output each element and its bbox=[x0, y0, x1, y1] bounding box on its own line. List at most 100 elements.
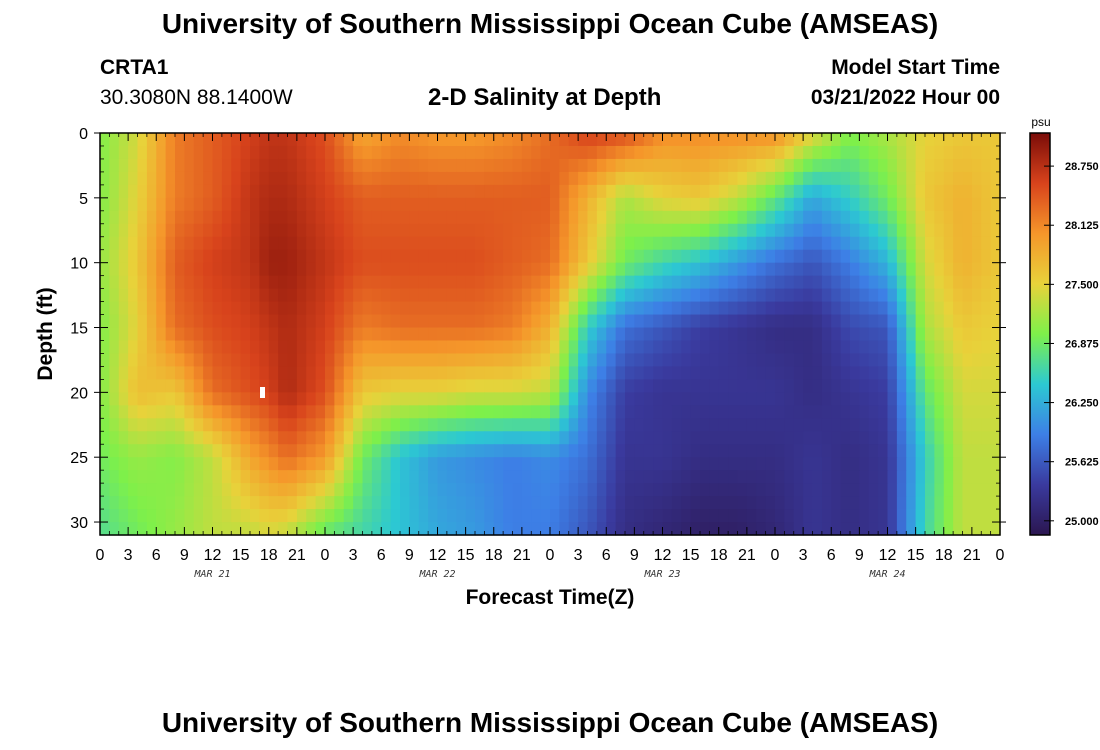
heatmap-cell bbox=[756, 522, 767, 536]
heatmap-cell bbox=[250, 457, 260, 471]
heatmap-cell bbox=[943, 249, 954, 264]
heatmap-cell bbox=[840, 496, 851, 510]
heatmap-cell bbox=[428, 340, 439, 355]
heatmap-cell bbox=[146, 158, 157, 173]
heatmap-cell bbox=[990, 522, 1001, 536]
heatmap-cell bbox=[643, 379, 654, 393]
heatmap-cell bbox=[418, 444, 429, 458]
x-tick-label: 0 bbox=[321, 547, 330, 564]
heatmap-cell bbox=[118, 327, 129, 342]
heatmap-cell bbox=[784, 392, 795, 406]
heatmap-cell bbox=[296, 327, 307, 342]
heatmap-cell bbox=[859, 301, 870, 316]
heatmap-cell bbox=[531, 327, 542, 342]
heatmap-cell bbox=[100, 288, 110, 303]
heatmap-cell bbox=[325, 288, 335, 303]
heatmap-cell bbox=[981, 288, 992, 303]
heatmap-cell bbox=[156, 327, 167, 342]
heatmap-cell bbox=[175, 262, 185, 277]
heatmap-cell bbox=[878, 275, 889, 290]
heatmap-cell bbox=[915, 145, 926, 160]
heatmap-cell bbox=[437, 353, 448, 368]
heatmap-cell bbox=[184, 314, 195, 329]
heatmap-cell bbox=[484, 158, 495, 173]
heatmap-cell bbox=[850, 392, 860, 406]
heatmap-cell bbox=[671, 249, 682, 264]
heatmap-cell bbox=[662, 210, 673, 225]
heatmap-cell bbox=[278, 262, 289, 277]
heatmap-cell bbox=[118, 522, 129, 536]
heatmap-cell bbox=[184, 158, 195, 173]
heatmap-cell bbox=[296, 133, 307, 147]
heatmap-cell bbox=[409, 366, 420, 380]
heatmap-cell bbox=[906, 288, 917, 303]
heatmap-cell bbox=[287, 184, 298, 199]
heatmap-cell bbox=[353, 275, 364, 290]
heatmap-cell bbox=[587, 379, 598, 393]
heatmap-cell bbox=[109, 133, 120, 147]
heatmap-cell bbox=[381, 431, 392, 445]
heatmap-cell bbox=[568, 470, 579, 484]
heatmap-cell bbox=[587, 210, 598, 225]
heatmap-cell bbox=[456, 288, 467, 303]
heatmap-cell bbox=[334, 379, 345, 393]
heatmap-cell bbox=[437, 366, 448, 380]
heatmap-cell bbox=[559, 509, 570, 523]
heatmap-cell bbox=[390, 301, 401, 316]
heatmap-cell bbox=[250, 327, 260, 342]
y-tick-label: 20 bbox=[70, 385, 88, 402]
x-tick-label: 0 bbox=[546, 547, 555, 564]
heatmap-cell bbox=[643, 340, 654, 355]
heatmap-cell bbox=[371, 249, 382, 264]
heatmap-cell bbox=[568, 522, 579, 536]
heatmap-cell bbox=[887, 431, 898, 445]
heatmap-cell bbox=[109, 470, 120, 484]
heatmap-cell bbox=[615, 366, 626, 380]
heatmap-cell bbox=[915, 522, 926, 536]
heatmap-cell bbox=[268, 483, 279, 497]
heatmap-cell bbox=[203, 158, 214, 173]
heatmap-cell bbox=[137, 418, 148, 432]
heatmap-cell bbox=[437, 509, 448, 523]
heatmap-cell bbox=[709, 184, 720, 199]
heatmap-cell bbox=[409, 133, 420, 147]
heatmap-cell bbox=[456, 522, 467, 536]
heatmap-cell bbox=[212, 405, 223, 419]
heatmap-cell bbox=[728, 171, 739, 186]
heatmap-cell bbox=[175, 184, 185, 199]
heatmap-cell bbox=[493, 184, 504, 199]
heatmap-cell bbox=[850, 457, 860, 471]
heatmap-cell bbox=[362, 223, 373, 238]
heatmap-cell bbox=[803, 184, 814, 199]
heatmap-cell bbox=[634, 133, 645, 147]
heatmap-cell bbox=[775, 158, 785, 173]
heatmap-cell bbox=[512, 496, 523, 510]
heatmap-cell bbox=[840, 301, 851, 316]
heatmap-cell bbox=[400, 210, 410, 225]
heatmap-cell bbox=[325, 392, 335, 406]
heatmap-cell bbox=[353, 158, 364, 173]
heatmap-cell bbox=[493, 171, 504, 186]
heatmap-cell bbox=[278, 496, 289, 510]
heatmap-cell bbox=[981, 327, 992, 342]
heatmap-cell bbox=[315, 431, 326, 445]
heatmap-cell bbox=[418, 197, 429, 212]
heatmap-cell bbox=[700, 509, 710, 523]
heatmap-cell bbox=[146, 405, 157, 419]
heatmap-cell bbox=[981, 133, 992, 147]
heatmap-cell bbox=[137, 392, 148, 406]
heatmap-cell bbox=[915, 483, 926, 497]
heatmap-cell bbox=[531, 470, 542, 484]
heatmap-cell bbox=[437, 223, 448, 238]
heatmap-cell bbox=[850, 509, 860, 523]
heatmap-cell bbox=[521, 509, 532, 523]
heatmap-cell bbox=[484, 171, 495, 186]
heatmap-cell bbox=[446, 444, 457, 458]
heatmap-cell bbox=[962, 522, 973, 536]
heatmap-cell bbox=[821, 457, 832, 471]
heatmap-cell bbox=[634, 184, 645, 199]
heatmap-cell bbox=[606, 340, 617, 355]
heatmap-cell bbox=[315, 457, 326, 471]
x-tick-label: 12 bbox=[429, 547, 447, 564]
heatmap-cell bbox=[709, 392, 720, 406]
